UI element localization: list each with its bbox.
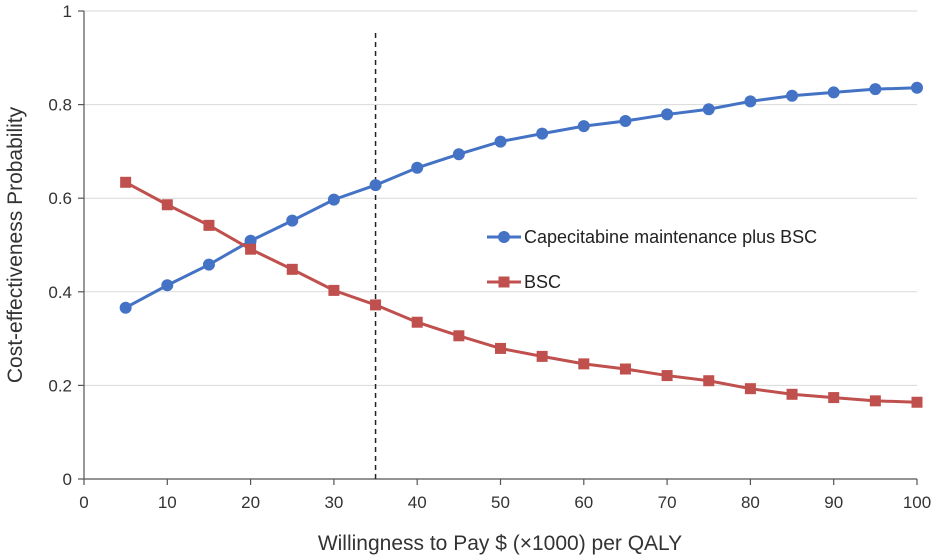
tick-labels: 00.20.40.60.810 10 20 30 40 50 60 70 80 90 100 — [48, 2, 931, 512]
series-0-point-7 — [411, 161, 424, 174]
series-1-point-7 — [411, 316, 423, 328]
x-tick-label-1: 10 — [158, 493, 177, 512]
series-0-point-19 — [911, 81, 923, 94]
series-0-point-16 — [786, 89, 799, 102]
series-0-point-4 — [286, 214, 299, 227]
series-0-point-6 — [369, 179, 382, 192]
series-0-point-18 — [869, 83, 882, 96]
series-1-point-17 — [828, 392, 840, 404]
series-1-point-15 — [744, 383, 756, 395]
x-tick-label-10: 100 — [903, 493, 931, 512]
x-tick-label-9: 90 — [824, 493, 843, 512]
x-tick-label-3: 30 — [324, 493, 343, 512]
x-tick-label-7: 70 — [658, 493, 677, 512]
x-tick-label-8: 80 — [741, 493, 760, 512]
y-tick-label-0: 0 — [63, 470, 72, 489]
series-1-point-5 — [328, 284, 340, 296]
series-0-point-0 — [119, 301, 132, 314]
series-0-point-11 — [577, 120, 590, 133]
x-tick-label-2: 20 — [241, 493, 260, 512]
series-1-point-0 — [120, 176, 132, 188]
series-0-point-12 — [619, 114, 632, 127]
series-1-point-1 — [161, 199, 173, 211]
series-1-point-19 — [911, 396, 923, 408]
series-0-point-14 — [702, 103, 715, 116]
series-0-point-13 — [661, 108, 674, 121]
series-1-point-11 — [578, 358, 590, 370]
legend-entry-bsc: BSC — [487, 272, 561, 292]
series-0-point-8 — [452, 148, 465, 161]
series-0-point-1 — [161, 279, 174, 292]
x-tick-label-6: 60 — [574, 493, 593, 512]
series-1-point-12 — [619, 363, 631, 375]
gridlines — [84, 10, 917, 386]
legend-marker-bsc — [498, 276, 510, 288]
axes — [78, 10, 918, 485]
x-tick-label-4: 40 — [408, 493, 427, 512]
x-axis-title: Willingness to Pay $ (×1000) per QALY — [318, 532, 682, 555]
series-1-point-14 — [703, 375, 715, 387]
legend-marker-capecitabine — [498, 231, 510, 243]
y-tick-label-1: 0.2 — [48, 376, 72, 395]
series-0-point-5 — [327, 193, 340, 206]
y-tick-label-2: 0.4 — [48, 283, 72, 302]
series-1-point-6 — [370, 299, 382, 311]
x-tick-label-5: 50 — [491, 493, 510, 512]
series-1-point-10 — [536, 350, 548, 362]
series-line-1 — [124, 180, 918, 404]
series-1-point-2 — [203, 219, 215, 231]
y-axis-title: Cost-effectiveness Probability — [4, 106, 27, 383]
series-0-point-9 — [494, 135, 507, 148]
series-1-point-8 — [453, 330, 465, 342]
legend-label-capecitabine: Capecitabine maintenance plus BSC — [524, 227, 817, 247]
series-0-point-17 — [827, 86, 840, 99]
legend: Capecitabine maintenance plus BSC BSC — [487, 227, 817, 292]
series-group — [119, 81, 923, 408]
y-tick-label-5: 1 — [63, 2, 72, 21]
y-tick-label-4: 0.8 — [48, 96, 72, 115]
legend-label-bsc: BSC — [524, 272, 561, 292]
series-1-point-13 — [661, 370, 673, 382]
series-0-point-15 — [744, 95, 757, 108]
series-0-point-2 — [202, 258, 215, 271]
series-0-point-10 — [536, 127, 549, 140]
series-1-point-9 — [495, 342, 506, 354]
x-tick-label-0: 0 — [79, 493, 88, 512]
series-line-0 — [124, 86, 918, 310]
series-1-point-3 — [245, 243, 257, 255]
series-1-point-16 — [786, 388, 798, 400]
legend-entry-capecitabine: Capecitabine maintenance plus BSC — [487, 227, 817, 247]
series-1-point-18 — [869, 395, 881, 407]
y-tick-label-3: 0.6 — [48, 189, 72, 208]
series-1-point-4 — [286, 263, 298, 275]
